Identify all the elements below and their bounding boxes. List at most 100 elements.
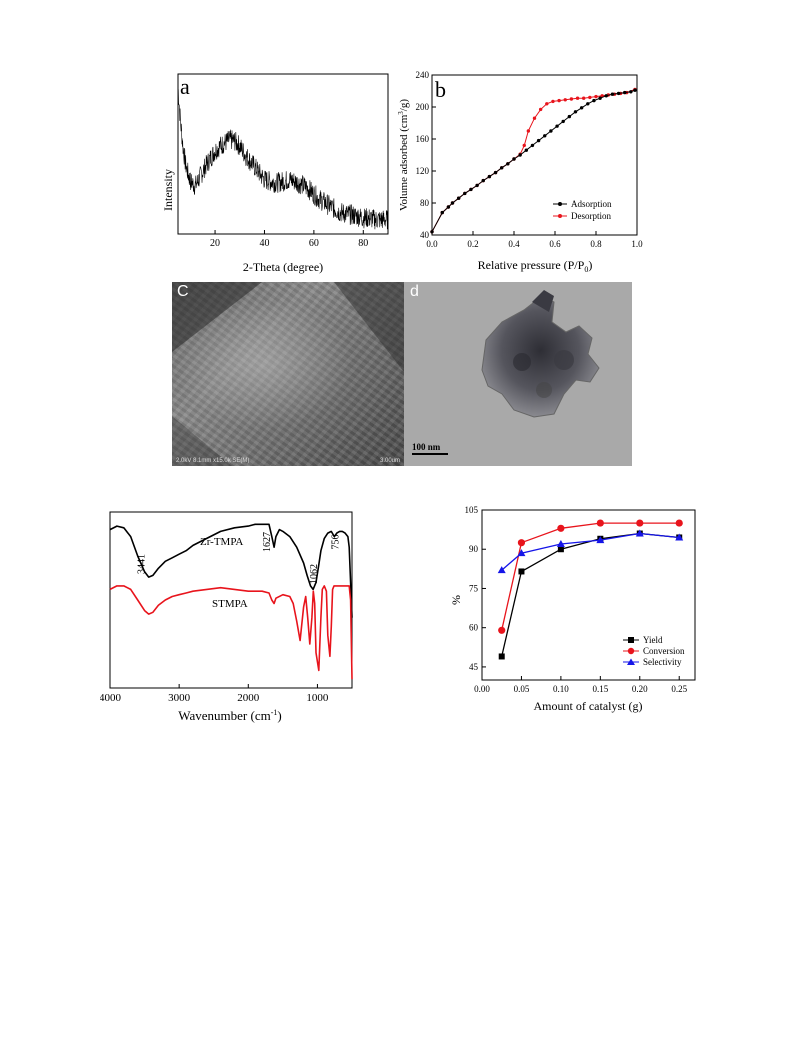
catalyst-y-tick-label: 45 <box>469 662 479 672</box>
adsorption-point <box>616 91 621 96</box>
isotherm-x-tick-label: 0.8 <box>590 239 602 249</box>
catalyst-x-axis-label: Amount of catalyst (g) <box>534 699 643 713</box>
adsorption-point <box>530 143 535 148</box>
conversion-point <box>675 519 683 527</box>
conversion-point <box>636 519 644 527</box>
conversion-point <box>517 539 526 547</box>
isotherm-y-tick-label: 160 <box>416 134 430 144</box>
ftir-chart: 4000 3000 2000 1000 3441 1627 1062 756 Zr-TMPA… <box>100 511 353 723</box>
adsorption-point <box>592 98 596 103</box>
adsorption-point <box>475 183 479 188</box>
isotherm-y-tick-label: 80 <box>420 198 430 208</box>
tem-particle-image <box>412 290 600 455</box>
legend-adsorption: Adsorption <box>571 199 612 209</box>
sem-panel-label: C <box>177 283 189 300</box>
ftir-x-tick-label: 1000 <box>306 692 329 704</box>
ftir-peak-label: 1062 <box>309 564 320 584</box>
isotherm-x-tick-label: 0.0 <box>426 239 438 249</box>
adsorption-point <box>561 119 565 124</box>
adsorption-point <box>604 94 608 98</box>
xrd-panel-label: a <box>180 74 190 99</box>
adsorption-point <box>481 178 485 183</box>
ftir-x-tick-label: 3000 <box>168 692 191 704</box>
desorption-point <box>582 96 586 100</box>
desorption-point <box>594 94 598 99</box>
ftir-peak-label: 1627 <box>262 532 273 552</box>
adsorption-point <box>598 96 602 100</box>
ftir-zrtmpa-line <box>109 523 353 618</box>
isotherm-y-tick-label: 200 <box>416 102 430 112</box>
xrd-x-ticks: 20 40 60 80 <box>210 230 368 249</box>
legend-yield: Yield <box>643 635 663 645</box>
ftir-stmpa-line <box>109 585 353 680</box>
catalyst-frame <box>481 509 696 681</box>
adsorption-point <box>586 102 590 106</box>
xrd-y-axis-label: Intensity <box>161 169 175 211</box>
adsorption-point <box>518 153 522 157</box>
catalyst-x-tick-label: 0.15 <box>592 684 608 694</box>
adsorption-point <box>549 129 553 133</box>
isotherm-x-tick-label: 0.2 <box>467 239 478 249</box>
isotherm-frame <box>431 74 638 236</box>
desorption-point <box>569 97 574 101</box>
selectivity-point <box>556 540 565 547</box>
adsorption-point <box>536 138 541 143</box>
adsorption-point <box>493 170 498 175</box>
conversion-line <box>501 522 680 631</box>
selectivity-point <box>675 533 684 541</box>
selectivity-line <box>501 532 680 571</box>
desorption-point <box>551 99 555 104</box>
catalyst-y-tick-label: 60 <box>469 623 479 633</box>
selectivity-point <box>596 536 605 544</box>
ftir-x-tick-label: 2000 <box>237 692 259 704</box>
ftir-x-axis-label: Wavenumber (cm-1) <box>178 708 281 723</box>
desorption-point <box>575 96 580 100</box>
xrd-x-axis-label: 2-Theta (degree) <box>243 260 323 274</box>
legend-conversion: Conversion <box>643 646 685 656</box>
xrd-x-tick-label: 60 <box>309 238 319 249</box>
isotherm-ticks: 0.0 0.2 0.4 0.6 0.8 1.0 40 80 120 160 200 240 <box>416 70 644 249</box>
yield-point <box>557 546 564 553</box>
catalyst-x-tick-label: 0.25 <box>671 684 687 694</box>
xrd-plot-area <box>177 86 389 230</box>
desorption-point <box>522 143 526 148</box>
adsorption-point <box>567 114 572 119</box>
adsorption-point <box>500 166 504 170</box>
catalyst-x-tick-label: 0.05 <box>514 684 530 694</box>
adsorption-point <box>623 90 627 95</box>
catalyst-x-tick-label: 0.00 <box>474 684 490 694</box>
adsorption-point <box>573 110 578 114</box>
ftir-x-tick-label: 4000 <box>100 692 122 704</box>
xrd-x-tick-label: 80 <box>358 238 368 249</box>
selectivity-point <box>635 529 644 537</box>
isotherm-x-tick-label: 0.6 <box>549 239 561 249</box>
adsorption-point <box>610 92 615 96</box>
adsorption-point <box>446 205 451 209</box>
legend-desorption: Desorption <box>571 211 611 221</box>
xrd-pattern-line <box>177 86 389 230</box>
catalyst-y-axis-label: % <box>449 595 463 605</box>
selectivity-point <box>497 566 506 574</box>
ftir-plot-area <box>109 523 353 680</box>
adsorption-point <box>506 162 510 166</box>
xrd-x-tick-label: 40 <box>259 238 269 249</box>
isotherm-y-tick-label: 120 <box>416 166 430 176</box>
catalyst-plot-area <box>497 519 684 660</box>
desorption-point <box>526 129 531 133</box>
conversion-point <box>557 524 565 532</box>
legend-selectivity: Selectivity <box>643 657 682 667</box>
adsorption-point <box>487 174 492 179</box>
xrd-axes <box>177 73 389 235</box>
catalyst-legend: Yield Conversion Selectivity <box>623 635 685 667</box>
adsorption-point <box>469 187 473 192</box>
isotherm-x-axis-label: Relative pressure (P/P0) <box>478 258 593 274</box>
adsorption-point <box>450 201 455 205</box>
ftir-x-ticks: 4000 3000 2000 1000 <box>100 684 329 704</box>
adsorption-point <box>633 88 637 92</box>
tem-panel-label: d <box>410 283 419 300</box>
ftir-peak-label: 756 <box>330 535 341 550</box>
ftir-peak-label: 3441 <box>137 554 148 574</box>
adsorption-point <box>579 106 584 110</box>
sem-footer-info: 2.0kV 8.1mm x15.0k SE(M) <box>176 458 250 464</box>
adsorption-line <box>431 89 636 233</box>
